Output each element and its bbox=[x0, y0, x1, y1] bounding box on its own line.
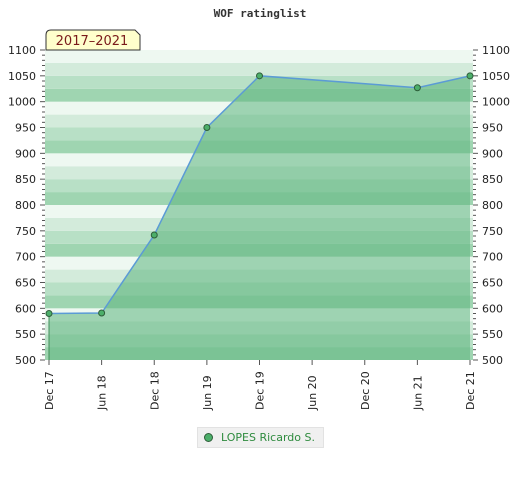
legend-label: LOPES Ricardo S. bbox=[221, 431, 315, 444]
y-tick-label-right: 550 bbox=[482, 328, 503, 341]
x-tick-label: Jun 20 bbox=[306, 375, 319, 411]
y-tick-label-left: 1050 bbox=[8, 70, 36, 83]
period-badge: 2017–2021 bbox=[45, 29, 141, 51]
y-tick-label-right: 650 bbox=[482, 277, 503, 290]
x-tick-label: Jun 18 bbox=[96, 375, 109, 411]
data-point bbox=[466, 72, 474, 80]
x-tick-label: Dec 20 bbox=[359, 371, 372, 410]
y-tick-label-right: 600 bbox=[482, 302, 503, 315]
y-tick-label-right: 1000 bbox=[482, 96, 510, 109]
area-fill bbox=[48, 75, 470, 360]
series-area bbox=[49, 75, 470, 360]
y-tick-label-left: 500 bbox=[15, 354, 36, 367]
y-tick-label-left: 1100 bbox=[8, 44, 36, 57]
x-tick-label: Dec 17 bbox=[43, 371, 56, 410]
y-tick-label-right: 750 bbox=[482, 225, 503, 238]
y-tick-label-left: 750 bbox=[15, 225, 36, 238]
x-tick-label: Dec 21 bbox=[464, 371, 477, 410]
data-point bbox=[150, 231, 158, 239]
data-point bbox=[203, 124, 211, 131]
data-point bbox=[413, 84, 421, 92]
x-tick-label: Dec 19 bbox=[254, 371, 267, 410]
x-tick-label: Dec 18 bbox=[148, 371, 161, 410]
y-tick-label-left: 700 bbox=[15, 251, 36, 264]
data-point bbox=[45, 310, 53, 317]
data-point bbox=[256, 72, 263, 80]
period-badge-label: 2017–2021 bbox=[56, 34, 129, 49]
chart-title: WOF ratinglist bbox=[214, 7, 307, 20]
y-tick-label-left: 600 bbox=[15, 302, 36, 315]
legend: LOPES Ricardo S. bbox=[197, 427, 324, 448]
y-tick-label-left: 650 bbox=[15, 277, 36, 290]
y-tick-label-right: 500 bbox=[482, 354, 503, 367]
y-tick-label-right: 950 bbox=[482, 122, 503, 135]
y-tick-label-right: 1050 bbox=[482, 70, 510, 83]
background-band bbox=[45, 62, 473, 76]
x-tick-label: Jun 21 bbox=[411, 375, 424, 411]
y-tick-label-right: 700 bbox=[482, 251, 503, 264]
y-tick-label-left: 850 bbox=[15, 173, 36, 186]
x-tick-label: Jun 19 bbox=[201, 375, 214, 411]
y-tick-label-right: 1100 bbox=[482, 44, 510, 57]
y-tick-label-right: 900 bbox=[482, 147, 503, 160]
y-tick-label-left: 800 bbox=[15, 199, 36, 212]
background-band bbox=[45, 50, 473, 63]
y-tick-label-right: 850 bbox=[482, 173, 503, 186]
y-tick-label-left: 550 bbox=[15, 328, 36, 341]
y-tick-label-left: 950 bbox=[15, 122, 36, 135]
data-point bbox=[98, 309, 106, 317]
y-tick-label-right: 800 bbox=[482, 199, 503, 212]
y-tick-label-left: 1000 bbox=[8, 96, 36, 109]
x-axis: Dec 17 Jun 18 Dec 18 Jun 19 Dec 19 Jun 20 Dec … bbox=[43, 371, 477, 411]
y-axis-left: 500 550 600 650 700 750 800 850 900 950 1000 1050 11… bbox=[8, 44, 36, 367]
axis-ticks bbox=[40, 49, 478, 365]
legend-marker-icon bbox=[204, 433, 213, 442]
period-badge-shape bbox=[45, 29, 141, 51]
y-axis-right: 500 550 600 650 700 750 800 850 900 950 1000 1050 11… bbox=[482, 44, 510, 367]
y-tick-label-left: 900 bbox=[15, 147, 36, 160]
series-points bbox=[45, 72, 474, 317]
